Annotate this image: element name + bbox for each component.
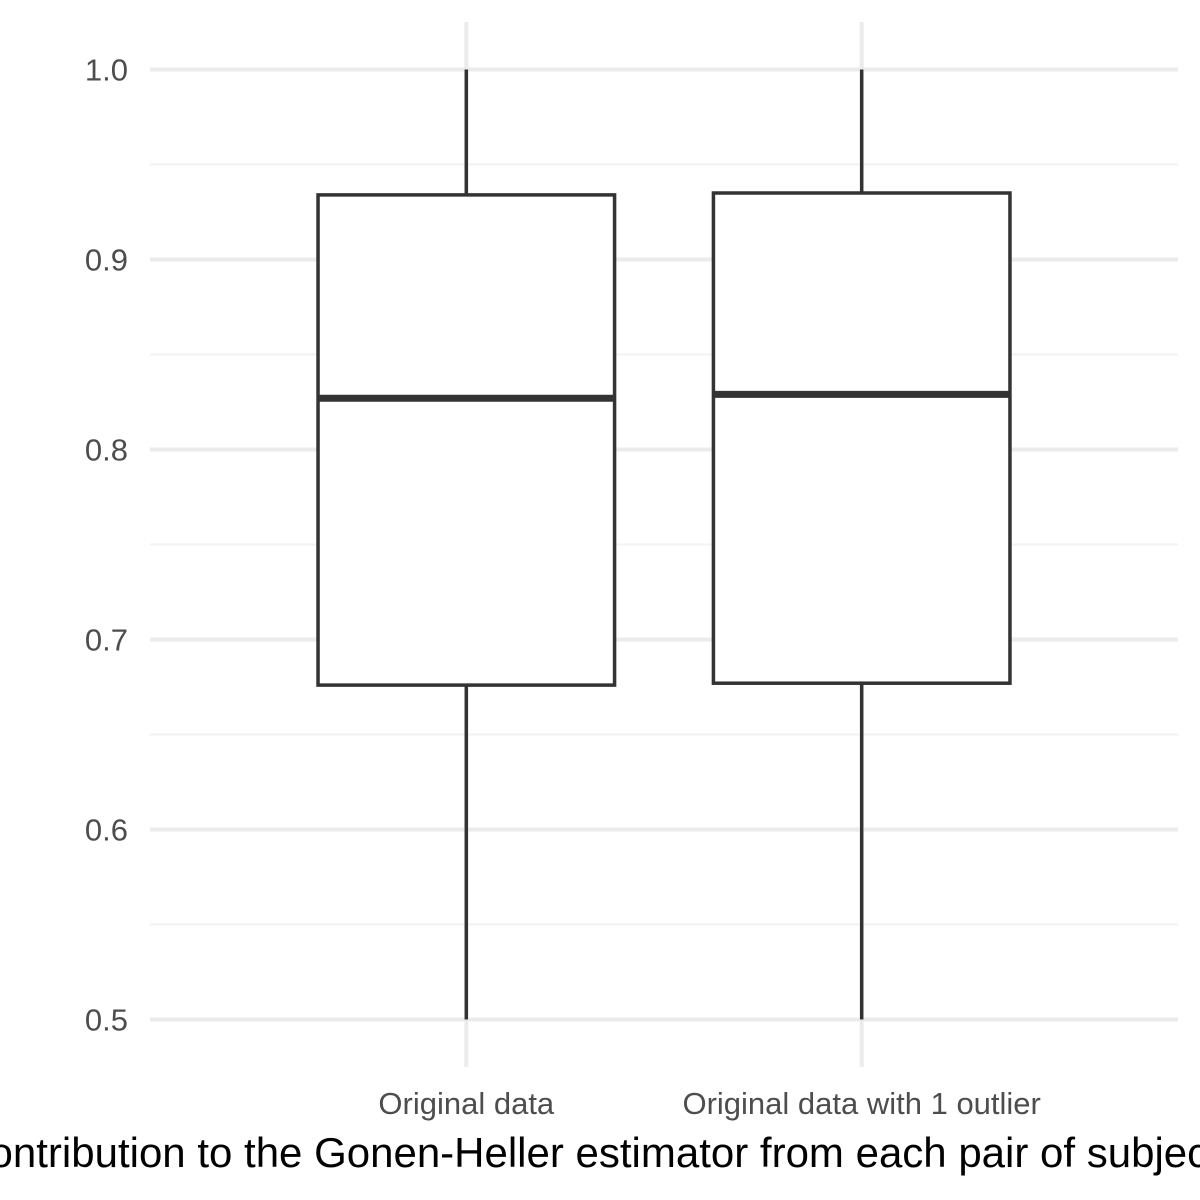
y-tick-label: 0.9 [85, 243, 128, 278]
y-tick-label: 0.6 [85, 813, 128, 848]
x-tick-label: Original data with 1 outlier [682, 1086, 1040, 1121]
box-iqr [711, 191, 1012, 685]
y-tick-label: 0.5 [85, 1003, 128, 1038]
box-1 [316, 69, 617, 1020]
y-tick-label: 0.8 [85, 433, 128, 468]
minor-gridlines [150, 163, 1178, 926]
x-tick-labels: Original data Original data with 1 outlie… [378, 1086, 1040, 1121]
x-tick-label: Original data [378, 1086, 555, 1121]
y-tick-label: 0.7 [85, 623, 128, 658]
x-axis-title: Contribution to the Gonen-Heller estimat… [0, 1129, 1200, 1176]
boxes [316, 69, 1012, 1020]
y-tick-labels: 0.5 0.6 0.7 0.8 0.9 1.0 [85, 53, 128, 1038]
y-tick-label: 1.0 [85, 53, 128, 88]
box-iqr [316, 193, 617, 687]
box-2 [711, 69, 1012, 1020]
